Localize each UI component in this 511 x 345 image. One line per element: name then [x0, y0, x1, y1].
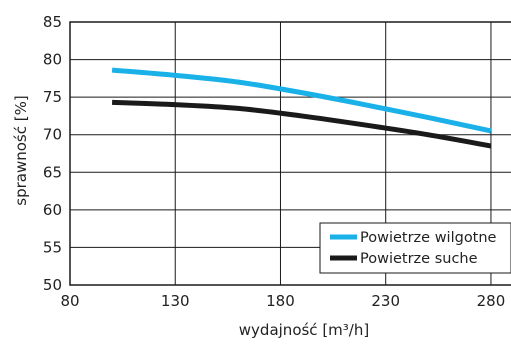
legend-box: [319, 222, 511, 274]
y-tick-label: 55: [43, 238, 62, 256]
y-axis-label: sprawność [%]: [12, 95, 30, 205]
x-tick-label: 280: [477, 292, 506, 310]
x-tick-label: 130: [161, 292, 190, 310]
y-tick-label: 50: [43, 276, 62, 294]
y-tick-label: 65: [43, 163, 62, 181]
legend: Powietrze wilgotne Powietrze suche: [319, 222, 511, 274]
legend-label: Powietrze suche: [360, 251, 478, 267]
x-tick-label: 230: [371, 292, 400, 310]
x-axis-label: wydajność [m³/h]: [239, 321, 369, 339]
y-tick-label: 60: [43, 201, 62, 219]
series-line-2: [112, 99, 492, 149]
series-lines: [111, 67, 492, 149]
tick-labels: 80 130 180 230 280 50 55 60 65 70 75 80 85: [43, 13, 505, 310]
y-tick-label: 70: [43, 126, 62, 144]
x-tick-label: 80: [60, 292, 79, 310]
legend-label: Powietrze wilgotne: [360, 230, 497, 246]
plot-frame: [69, 21, 511, 286]
y-tick-label: 85: [43, 13, 62, 31]
y-tick-label: 80: [43, 51, 62, 69]
series-line-1: [111, 67, 492, 134]
y-tick-label: 75: [43, 88, 62, 106]
x-tick-label: 180: [266, 292, 295, 310]
